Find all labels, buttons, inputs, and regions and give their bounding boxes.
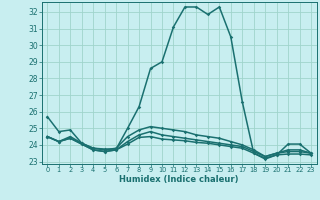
X-axis label: Humidex (Indice chaleur): Humidex (Indice chaleur) bbox=[119, 175, 239, 184]
